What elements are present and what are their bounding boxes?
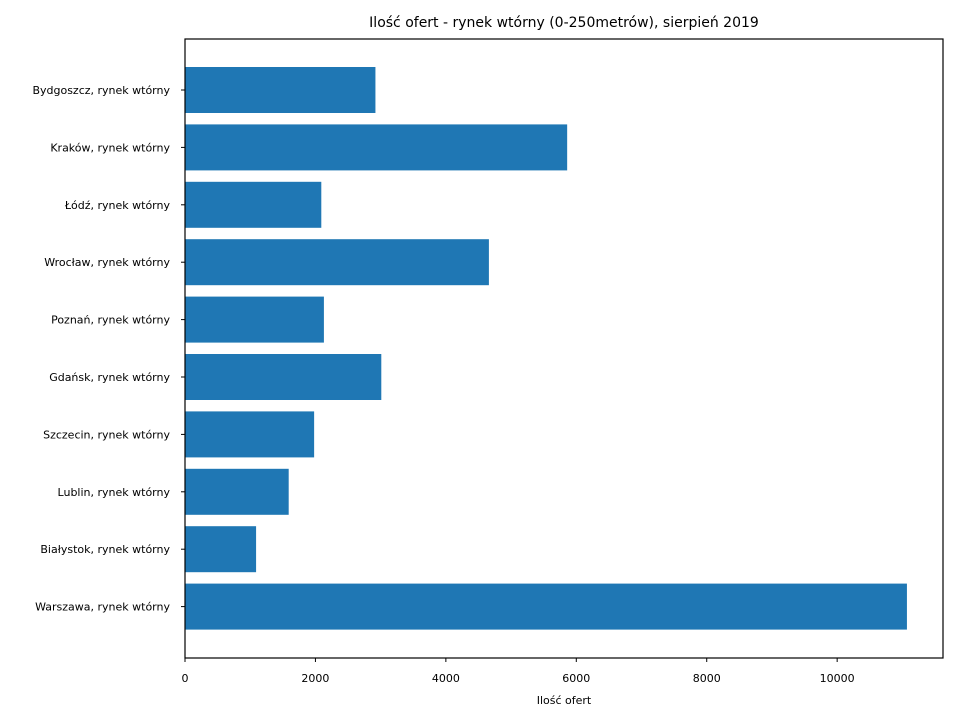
y-tick-label: Bydgoszcz, rynek wtórny [32,84,170,97]
bar [185,583,907,630]
chart-title: Ilość ofert - rynek wtórny (0-250metrów)… [369,15,759,31]
bar [185,468,289,515]
x-tick-label: 10000 [820,672,855,685]
y-axis: Bydgoszcz, rynek wtórny Kraków, rynek wtó… [32,84,185,614]
x-tick-label: 8000 [693,672,721,685]
bar [185,239,489,286]
bar [185,181,322,228]
y-tick-label: Białystok, rynek wtórny [40,543,170,556]
bar [185,354,382,400]
x-tick-label: 2000 [301,672,329,685]
bar [185,124,568,171]
x-tick-label: 4000 [432,672,460,685]
y-tick-label: Wrocław, rynek wtórny [44,256,170,269]
y-tick-label: Kraków, rynek wtórny [50,141,170,154]
y-tick-label: Warszawa, rynek wtórny [35,601,170,614]
bar [185,67,376,113]
bar [185,411,315,458]
x-tick-label: 6000 [562,672,590,685]
x-axis: 0 2000 4000 6000 8000 10000 [182,658,855,685]
x-axis-title: Ilość ofert [537,694,592,707]
x-tick-label: 0 [182,672,189,685]
y-tick-label: Gdańsk, rynek wtórny [49,371,170,384]
y-tick-label: Szczecin, rynek wtórny [43,428,170,441]
bars-layer [185,67,907,630]
bar [185,296,324,343]
plot-frame [184,38,944,659]
y-tick-label: Poznań, rynek wtórny [51,314,170,327]
y-tick-label: Lublin, rynek wtórny [58,486,171,499]
bar [185,526,257,573]
y-tick-label: Łódź, rynek wtórny [64,199,171,212]
